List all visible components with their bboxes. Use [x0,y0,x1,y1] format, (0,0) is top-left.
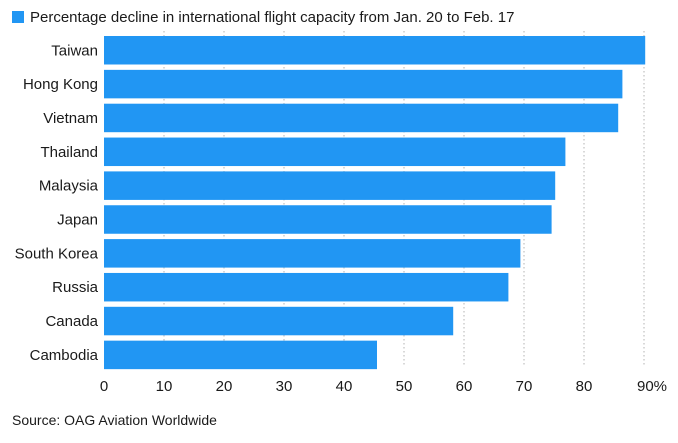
bar-canada [104,306,454,336]
x-tick-label: 30 [276,378,293,395]
x-tick-label: 20 [216,378,233,395]
legend: Percentage decline in international flig… [12,9,514,26]
bar-vietnam [104,103,619,133]
source-note: Source: OAG Aviation Worldwide [12,412,217,428]
x-axis-ticks: 0 10 20 30 40 50 60 70 80 90% [100,378,667,395]
x-tick-label: 50 [396,378,413,395]
bar-malaysia [104,171,556,200]
x-tick-label: 70 [516,378,533,395]
x-tick-label: 10 [156,378,173,395]
category-label: Hong Kong [23,76,98,93]
legend-swatch [12,11,24,23]
x-tick-label: 40 [336,378,353,395]
category-label: Russia [52,279,99,296]
category-label: Thailand [40,144,98,161]
x-tick-label: 60 [456,378,473,395]
category-label: Canada [45,313,98,330]
bar-thailand [104,137,566,167]
legend-label: Percentage decline in international flig… [30,9,514,26]
bar-south-korea [104,239,521,268]
x-tick-label: 90% [637,378,667,395]
x-tick-label: 0 [100,378,108,395]
bar-hong-kong [104,69,623,99]
category-label: Japan [57,212,98,229]
category-label: Taiwan [51,42,98,59]
x-tick-label: 80 [576,378,593,395]
category-label: South Korea [15,245,99,262]
bar-japan [104,205,552,234]
bar-russia [104,272,509,302]
bars [104,36,646,370]
bar-taiwan [104,36,646,65]
category-label: Cambodia [30,347,99,364]
bar-cambodia [104,340,377,370]
category-label: Vietnam [43,110,98,127]
category-label: Malaysia [39,178,99,195]
category-labels: Taiwan Hong Kong Vietnam Thailand Malaysia Ja… [15,42,99,364]
